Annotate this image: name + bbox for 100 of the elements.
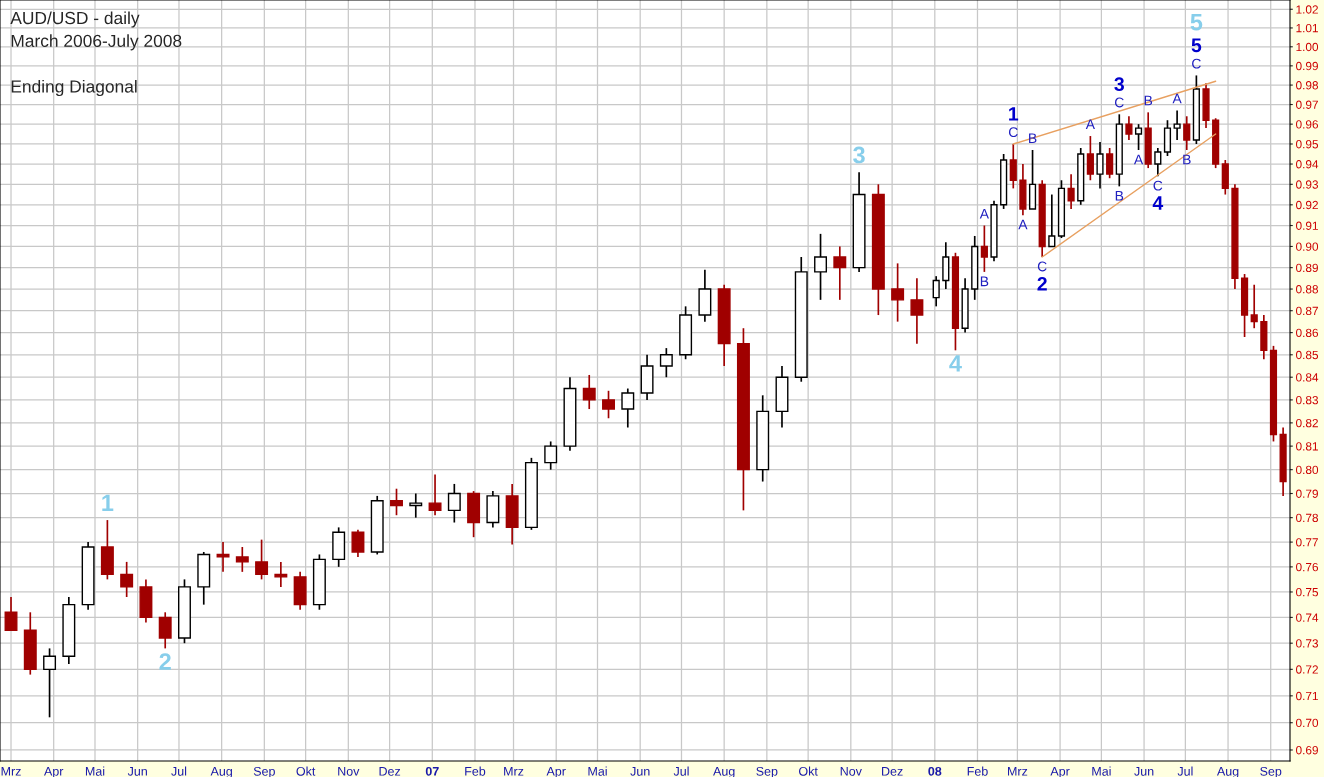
annotation: A (1018, 219, 1028, 230)
y-tick-label: 0.70 (1296, 718, 1319, 728)
annotation: 3 (853, 146, 865, 164)
y-tick-label: 0.82 (1296, 418, 1318, 428)
x-tick-label: 08 (928, 766, 942, 776)
y-tick-label: 0.85 (1296, 350, 1319, 360)
y-tick-label: 0.78 (1296, 513, 1319, 523)
annotation: A (979, 208, 989, 219)
y-tick-label: 0.83 (1296, 395, 1319, 405)
y-tick-label: 0.76 (1296, 562, 1319, 572)
annotation: C (1037, 261, 1047, 272)
y-tick-label: 0.74 (1296, 613, 1319, 622)
annotation: 4 (1152, 196, 1164, 210)
x-tick-label: Jun (630, 767, 650, 776)
candlestick (544, 440, 558, 471)
annotation: 2 (159, 653, 171, 670)
candlestick (447, 483, 461, 524)
y-tick-label: 0.79 (1296, 489, 1318, 498)
annotation: C (1008, 127, 1018, 138)
candlestick (833, 245, 847, 301)
y-tick-label: 0.73 (1296, 639, 1319, 648)
y-tick-label: 0.81 (1296, 442, 1318, 451)
candlestick (910, 277, 924, 345)
x-tick-label: Mai (85, 766, 105, 776)
candlestick (274, 561, 288, 588)
x-tick-label: Okt (799, 766, 818, 776)
annotation: A (1133, 154, 1144, 165)
y-tick-label: 0.80 (1296, 465, 1319, 475)
candlestick (351, 528, 365, 558)
y-tick-label: 0.92 (1296, 200, 1318, 210)
candlestick (602, 389, 615, 420)
annotation: C (1153, 180, 1163, 191)
y-tick-label: 0.88 (1296, 285, 1319, 294)
annotation: 1 (102, 494, 114, 512)
y-tick-label: 0.72 (1296, 665, 1318, 674)
x-tick-label: Mrz (1008, 767, 1028, 776)
y-tick-label: 1.02 (1296, 5, 1318, 14)
y-tick-label: 0.95 (1296, 140, 1319, 149)
text: AUD/USD - daily (10, 11, 140, 28)
y-tick-label: 0.87 (1296, 306, 1318, 316)
x-tick-label: Dez (379, 767, 401, 776)
x-tick-label: Jun (127, 767, 147, 776)
y-tick-label: 0.69 (1296, 746, 1318, 755)
candlestick (158, 611, 172, 650)
y-tick-label: 0.97 (1296, 100, 1318, 109)
y-tick-label: 0.98 (1296, 81, 1319, 90)
candlestick (4, 596, 18, 632)
candlestick (120, 561, 134, 598)
candlestick (582, 374, 596, 410)
candlestick (428, 473, 442, 517)
annotation: A (1172, 93, 1182, 104)
y-tick-label: 0.99 (1296, 61, 1318, 71)
annotation: A (1085, 119, 1095, 129)
annotation: 4 (949, 355, 962, 372)
y-tick-label: 0.94 (1296, 160, 1319, 169)
annotation: 5 (1190, 14, 1203, 31)
y-tick-label: 0.91 (1296, 221, 1318, 230)
candlestick (255, 538, 269, 581)
y-tick-label: 0.89 (1296, 263, 1318, 273)
candlestick (390, 487, 403, 517)
y-tick-label: 1.01 (1296, 23, 1318, 33)
x-tick-label: Dez (882, 767, 903, 776)
x-tick-label: Jul (673, 766, 689, 776)
y-tick-label: 0.77 (1296, 538, 1318, 547)
x-tick-label: Jul (171, 766, 187, 776)
annotation: Ending Diagonal (11, 79, 137, 97)
text: March 2006-July 2008 (11, 34, 182, 51)
x-tick-label: Nov (338, 767, 360, 776)
annotation: 3 (1114, 77, 1124, 92)
annotation: B (1183, 154, 1191, 165)
candlestick (216, 541, 230, 573)
candlestick (409, 492, 423, 519)
candlestick (891, 262, 905, 323)
x-tick-label: Jun (1134, 767, 1154, 776)
annotation: 5 (1191, 38, 1202, 53)
y-tick-label: 0.93 (1296, 180, 1319, 189)
candlestick (235, 546, 249, 573)
x-tick-label: Feb (465, 766, 486, 776)
y-tick-label: 0.84 (1296, 373, 1319, 382)
candlestick (814, 233, 828, 301)
x-tick-label: 07 (425, 766, 439, 776)
y-tick-label: 0.90 (1296, 242, 1319, 251)
x-tick-label: Nov (840, 767, 862, 776)
y-tick-label: 0.71 (1296, 691, 1318, 701)
y-tick-label: 1.00 (1296, 42, 1319, 52)
y-tick-label: 0.96 (1296, 120, 1319, 129)
x-tick-label: Mrz (504, 767, 524, 776)
y-tick-label: 0.86 (1296, 328, 1319, 338)
x-tick-label: Mai (588, 766, 607, 776)
candlestick (621, 387, 635, 429)
annotation: B (1115, 191, 1124, 201)
annotation: C (1114, 97, 1124, 108)
x-tick-label: Jul (1177, 766, 1193, 776)
x-tick-label: Mrz (1, 767, 21, 776)
annotation: 2 (1037, 276, 1047, 291)
y-tick-label: 0.75 (1296, 588, 1319, 597)
x-tick-label: Feb (967, 766, 988, 776)
annotation: B (980, 276, 989, 287)
x-tick-label: Okt (296, 766, 316, 776)
candlestick (43, 647, 57, 719)
